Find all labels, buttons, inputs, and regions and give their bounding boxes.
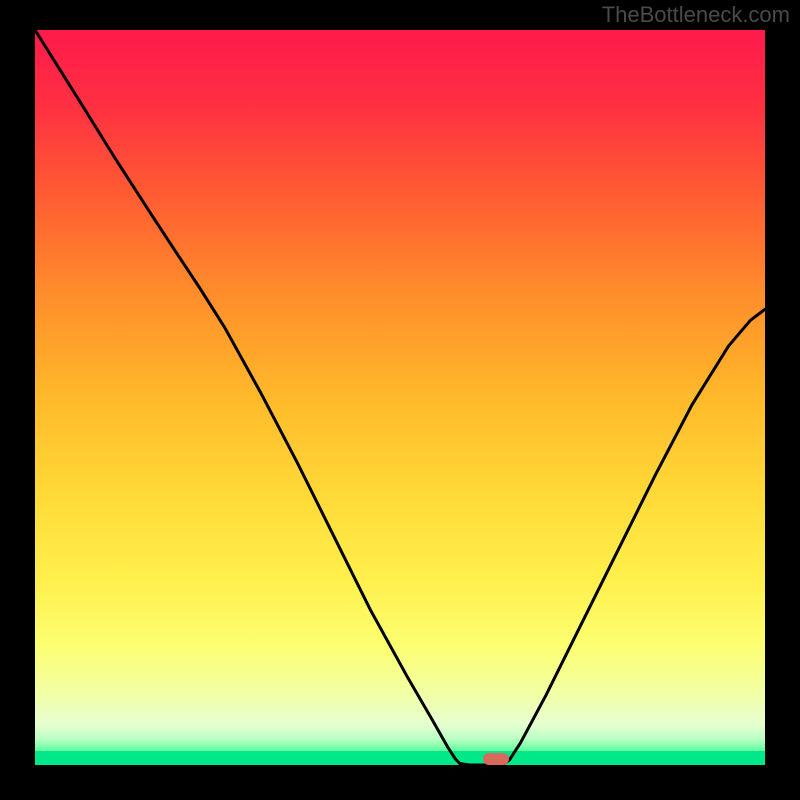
optimum-marker bbox=[483, 753, 509, 765]
chart-frame: TheBottleneck.com bbox=[0, 0, 800, 800]
watermark-text: TheBottleneck.com bbox=[602, 2, 790, 28]
plot-area bbox=[35, 30, 765, 765]
curve-line bbox=[35, 30, 765, 765]
